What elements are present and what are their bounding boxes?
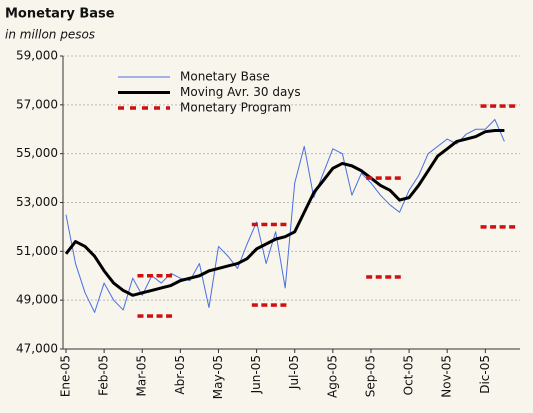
- series-line: [64, 128, 505, 297]
- legend-label: Monetary Program: [180, 101, 291, 115]
- x-tick-label: Jun-05: [249, 355, 263, 394]
- x-tick-label: Feb-05: [97, 355, 111, 396]
- y-tick-label: 55,000: [16, 146, 58, 160]
- y-tick-label: 53,000: [16, 195, 58, 209]
- y-tick-label: 57,000: [16, 97, 58, 111]
- series-line: [65, 118, 505, 313]
- x-tick-label: Nov-05: [440, 355, 454, 398]
- y-tick-label: 51,000: [16, 244, 58, 258]
- x-tick-label: Sep-05: [363, 355, 377, 397]
- y-tick-label: 59,000: [16, 49, 58, 63]
- x-tick-label: Mar-05: [135, 355, 149, 396]
- x-tick-label: May-05: [211, 355, 225, 399]
- legend-label: Monetary Base: [180, 70, 270, 84]
- x-tick-label: Abr-05: [173, 355, 187, 395]
- x-tick-label: Dic-05: [478, 355, 492, 394]
- y-tick-label: 49,000: [16, 293, 58, 307]
- x-tick-label: Oct-05: [402, 355, 416, 395]
- x-tick-label: Ene-05: [59, 355, 73, 397]
- chart-subtitle: in millon pesos: [5, 28, 95, 42]
- x-tick-label: Ago-05: [325, 355, 339, 398]
- x-tick-label: Jul-05: [287, 355, 301, 390]
- legend-label: Moving Avr. 30 days: [180, 85, 301, 99]
- chart-title: Monetary Base: [5, 7, 115, 22]
- y-tick-label: 47,000: [16, 342, 58, 356]
